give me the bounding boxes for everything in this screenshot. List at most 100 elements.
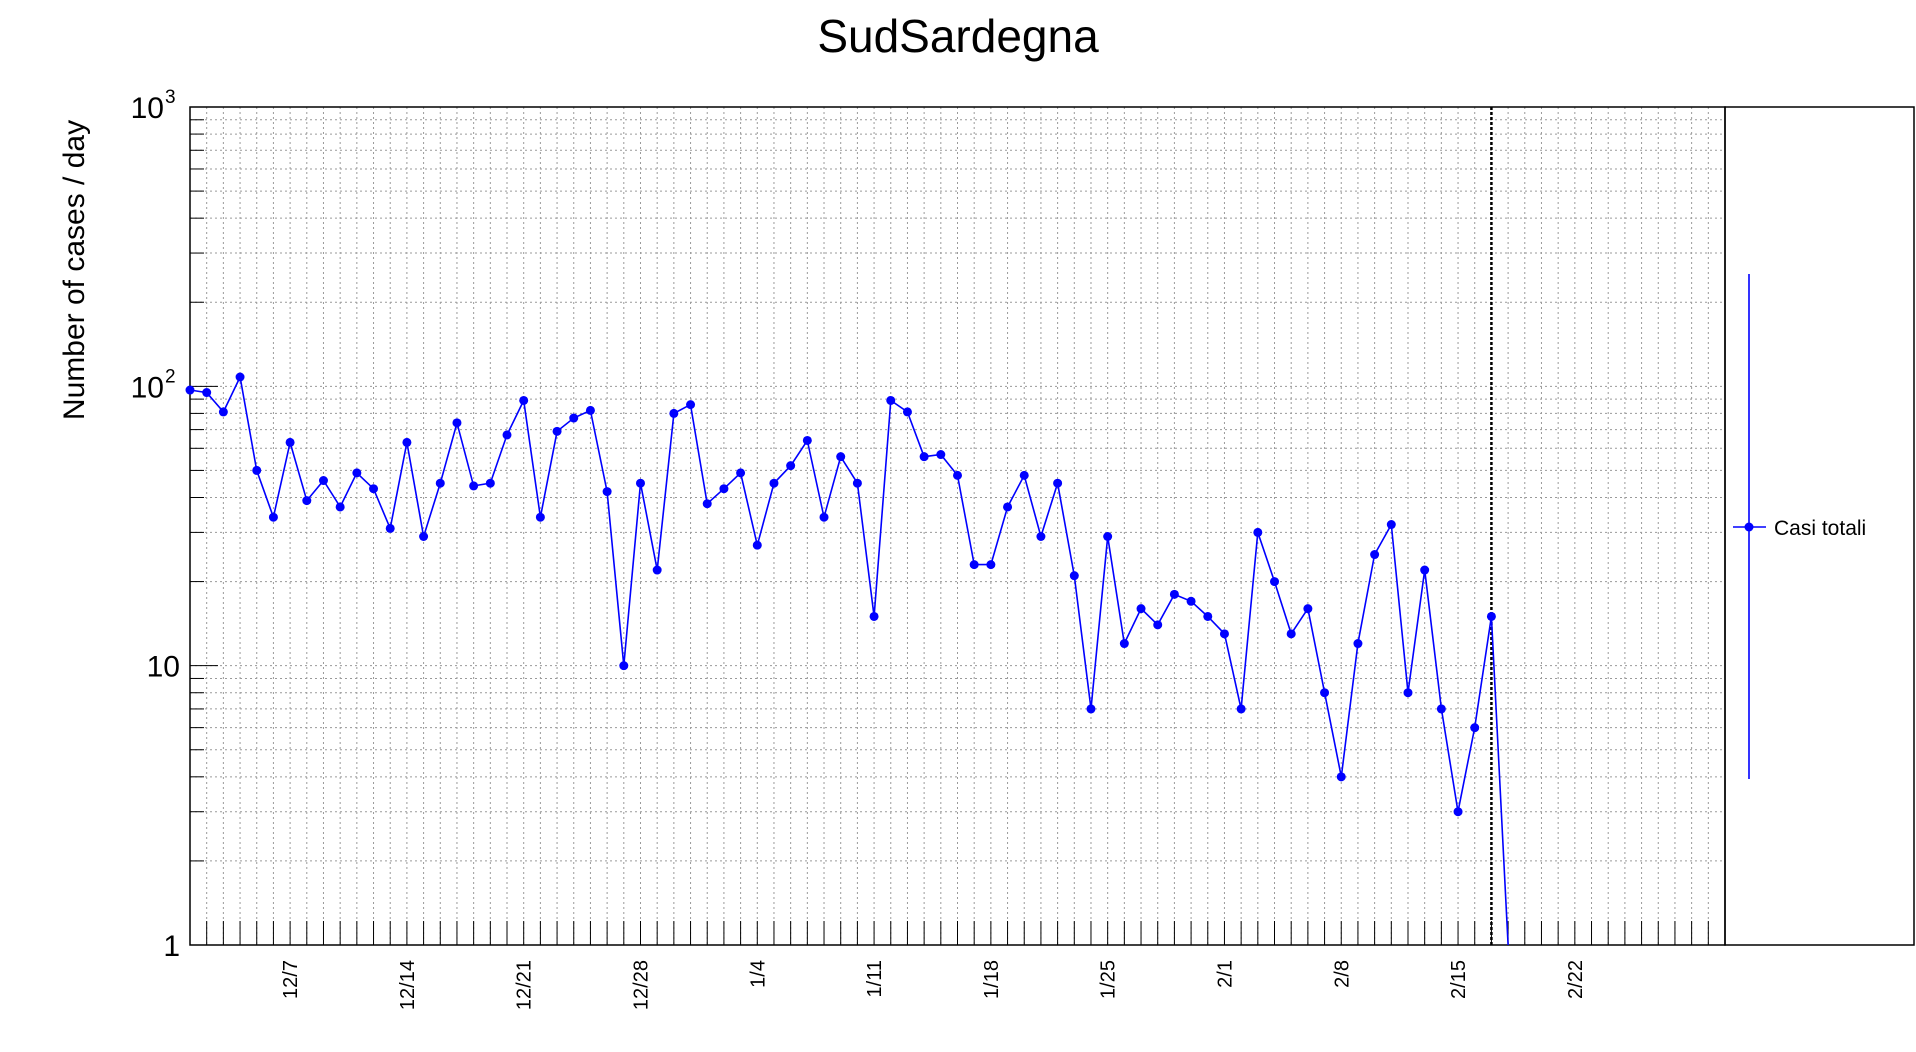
data-point (1169, 589, 1179, 599)
data-point (852, 478, 862, 488)
data-point (469, 481, 479, 491)
data-point (652, 565, 662, 575)
data-point (869, 611, 879, 621)
data-point (1303, 604, 1313, 614)
data-point (1370, 550, 1380, 560)
chart-title: SudSardegna (817, 10, 1099, 62)
data-point (535, 512, 545, 522)
data-point (969, 560, 979, 570)
grid-layer (190, 107, 1725, 945)
data-point (252, 465, 262, 475)
data-point (802, 435, 812, 445)
y-tick-label-exponent: 3 (165, 87, 176, 108)
x-tick-label: 12/28 (630, 960, 652, 1010)
data-point (569, 413, 579, 423)
data-point (1103, 532, 1113, 542)
data-point (1036, 532, 1046, 542)
data-point (902, 407, 912, 417)
y-tick-label: 10 (131, 371, 164, 404)
data-point (502, 430, 512, 440)
data-point (752, 540, 762, 550)
data-point (218, 407, 228, 417)
data-point (1386, 520, 1396, 530)
data-point (669, 408, 679, 418)
x-tick-label: 2/22 (1565, 960, 1587, 999)
data-point (585, 405, 595, 415)
x-tick-label: 1/25 (1098, 960, 1120, 999)
data-point (402, 437, 412, 447)
data-point (1270, 577, 1280, 587)
data-point (819, 512, 829, 522)
data-point (352, 468, 362, 478)
data-point (719, 484, 729, 494)
data-point (435, 478, 445, 488)
data-point (1470, 723, 1480, 733)
series-layer (185, 107, 1509, 946)
data-point (836, 452, 846, 462)
data-point (919, 452, 929, 462)
data-point (1186, 596, 1196, 606)
data-point (1436, 704, 1446, 714)
x-tick-label: 2/1 (1214, 960, 1236, 988)
data-point (1420, 565, 1430, 575)
data-point (786, 461, 796, 471)
y-tick-label: 10 (147, 651, 180, 684)
data-point (1320, 688, 1330, 698)
data-point (318, 476, 328, 486)
data-point (1236, 704, 1246, 714)
x-tick-label: 12/7 (280, 960, 302, 999)
data-point (1086, 704, 1096, 714)
data-point (202, 388, 212, 398)
data-point (619, 661, 629, 671)
legend: Casi totali (1724, 106, 1915, 946)
data-point (268, 512, 278, 522)
data-point (235, 372, 245, 382)
data-point (1219, 629, 1229, 639)
data-point (1003, 502, 1013, 512)
y-axis-label: Number of cases / day (58, 120, 91, 420)
data-point (419, 532, 429, 542)
x-tick-label: 1/18 (981, 960, 1003, 999)
x-tick-label: 12/21 (514, 960, 536, 1010)
x-tick-label: 2/15 (1448, 960, 1470, 999)
data-point (1453, 807, 1463, 817)
data-point (1069, 571, 1079, 581)
x-tick-label: 1/4 (747, 960, 769, 988)
data-point (1053, 478, 1063, 488)
data-point (1253, 527, 1263, 537)
data-point (1203, 611, 1213, 621)
data-point (1403, 688, 1413, 698)
legend-frame (1724, 106, 1915, 946)
x-tick-label: 12/14 (397, 960, 419, 1010)
data-point (485, 478, 495, 488)
data-point (185, 385, 195, 395)
y-tick-label-exponent: 2 (165, 366, 176, 387)
data-point (1286, 629, 1296, 639)
data-point (1119, 639, 1129, 649)
data-point (986, 560, 996, 570)
data-point (519, 395, 529, 405)
data-point (953, 470, 962, 480)
data-point (635, 478, 645, 488)
data-point (369, 484, 379, 494)
data-point (1336, 772, 1346, 782)
series-line-casi-totali (189, 374, 1509, 946)
data-point (452, 418, 462, 428)
x-tick-label: 1/11 (864, 960, 886, 997)
data-point (1136, 604, 1146, 614)
y-tick-label: 10 (131, 92, 164, 125)
y-tick-label: 1 (163, 930, 180, 963)
data-point (1486, 611, 1496, 621)
data-point (335, 502, 345, 512)
data-point (886, 395, 896, 405)
data-point (686, 400, 696, 410)
data-point (936, 450, 946, 460)
data-point (736, 468, 746, 478)
data-point (769, 478, 779, 488)
data-point (702, 499, 712, 509)
data-point (285, 437, 295, 447)
